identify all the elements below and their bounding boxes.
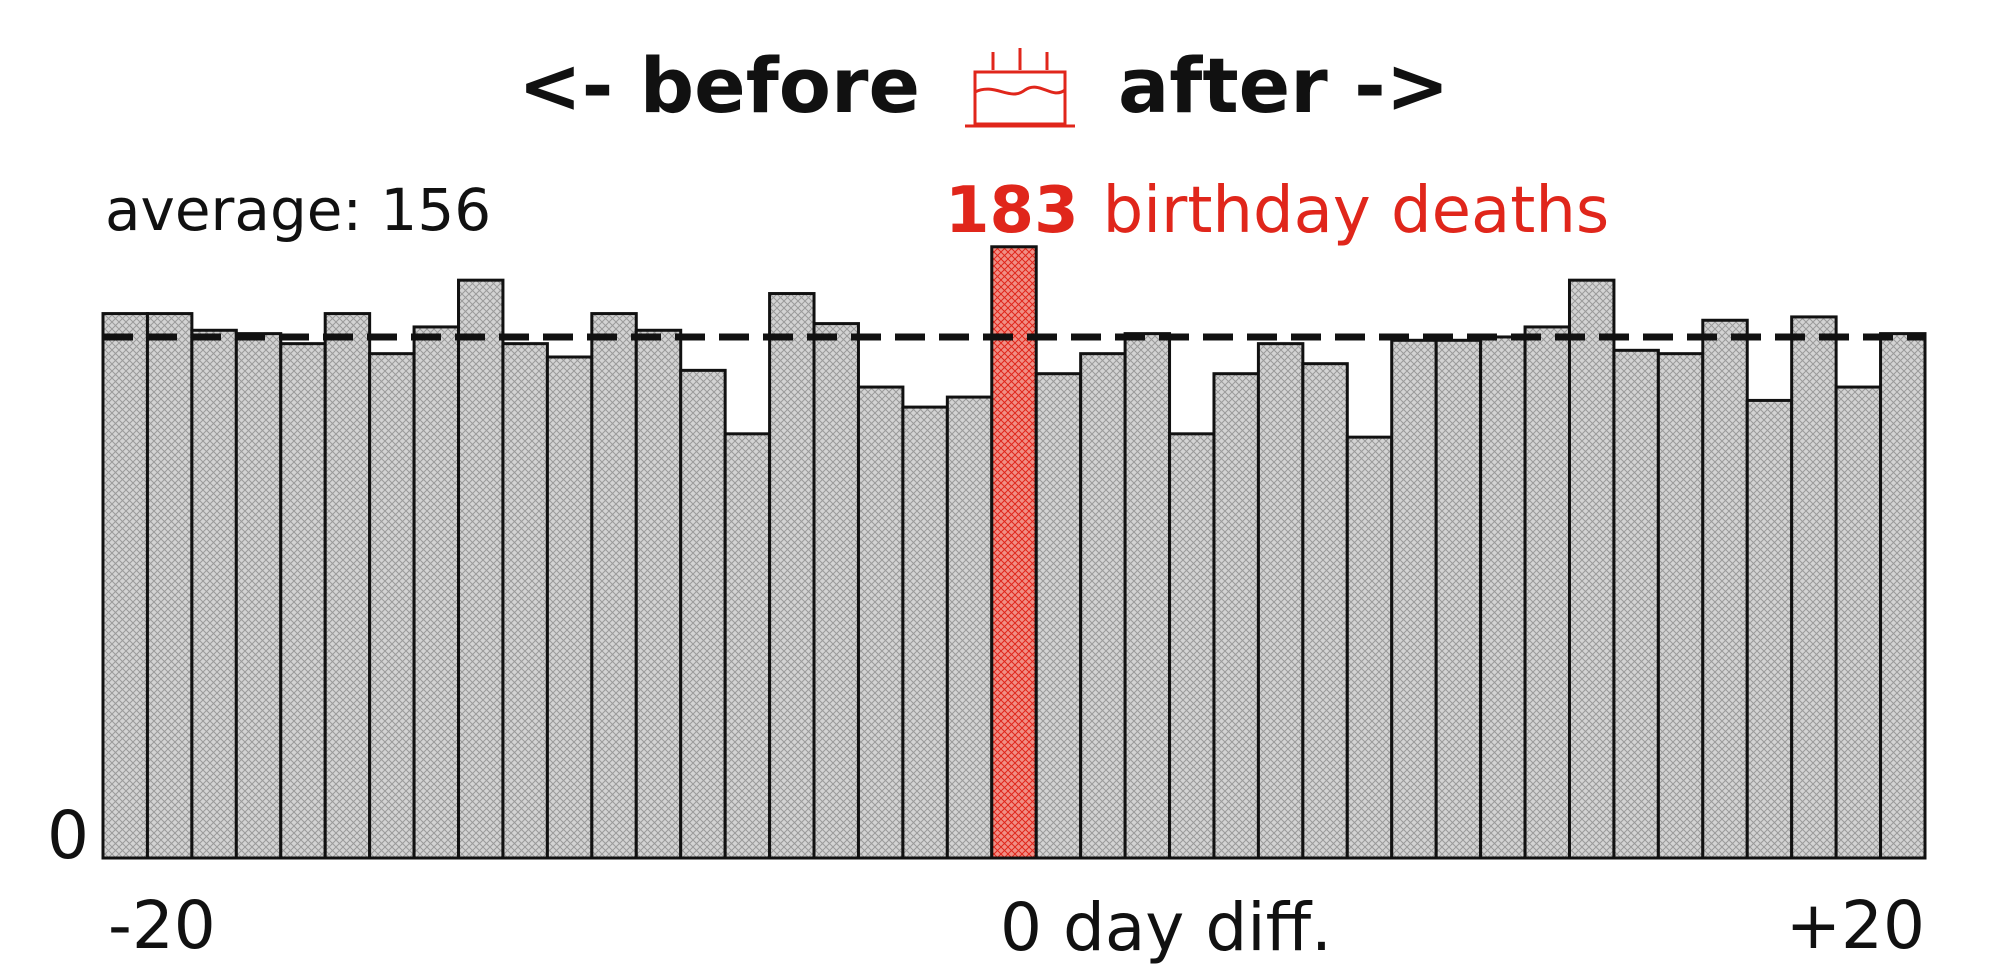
bar — [1123, 332, 1172, 860]
bar — [501, 342, 549, 860]
bar — [1212, 372, 1260, 860]
bar — [545, 355, 594, 860]
bar — [1701, 318, 1749, 860]
bar — [323, 312, 372, 860]
bar — [1034, 372, 1083, 860]
bar — [1567, 278, 1616, 860]
bars — [101, 245, 1927, 860]
bar — [457, 278, 505, 860]
highlight-value-label: 183 birthday deaths — [945, 174, 1609, 248]
bar — [1301, 362, 1349, 860]
bar — [1523, 325, 1571, 860]
bar — [1390, 338, 1438, 860]
x-tick-right: +20 — [1786, 887, 1925, 964]
bar — [1434, 338, 1483, 860]
bar — [1745, 398, 1794, 860]
bar — [1079, 352, 1127, 860]
x-tick-left: -20 — [108, 887, 216, 964]
bar — [1790, 315, 1838, 860]
bar — [234, 332, 283, 860]
bar — [190, 328, 238, 860]
bar — [1168, 432, 1216, 860]
bar — [1479, 335, 1527, 860]
bar — [945, 395, 994, 860]
bar — [723, 432, 772, 860]
highlight-text: birthday deaths — [1103, 174, 1610, 248]
bar — [679, 368, 727, 860]
y-tick-zero: 0 — [47, 797, 89, 874]
bar — [901, 405, 949, 860]
bar — [412, 325, 461, 860]
bar — [590, 312, 638, 860]
birthday-cake-icon — [965, 48, 1075, 128]
bar — [812, 322, 860, 860]
bar — [1256, 342, 1305, 860]
bar — [1345, 435, 1394, 860]
bar-highlight — [990, 245, 1038, 860]
bar — [368, 352, 416, 860]
x-axis-label: 0 day diff. — [1000, 889, 1332, 966]
bar — [856, 385, 905, 860]
bar — [1656, 352, 1705, 860]
bar — [1834, 385, 1883, 860]
average-label: average: 156 — [105, 176, 491, 244]
bar — [1612, 348, 1660, 860]
bar — [634, 328, 683, 860]
bar — [1879, 332, 1927, 860]
bar — [768, 292, 816, 860]
bar — [101, 312, 149, 860]
highlight-value: 183 — [945, 174, 1079, 248]
chart-title-left: <- before — [518, 41, 920, 130]
chart-title-right: after -> — [1118, 41, 1449, 130]
bar — [145, 312, 194, 860]
bar — [279, 342, 327, 860]
